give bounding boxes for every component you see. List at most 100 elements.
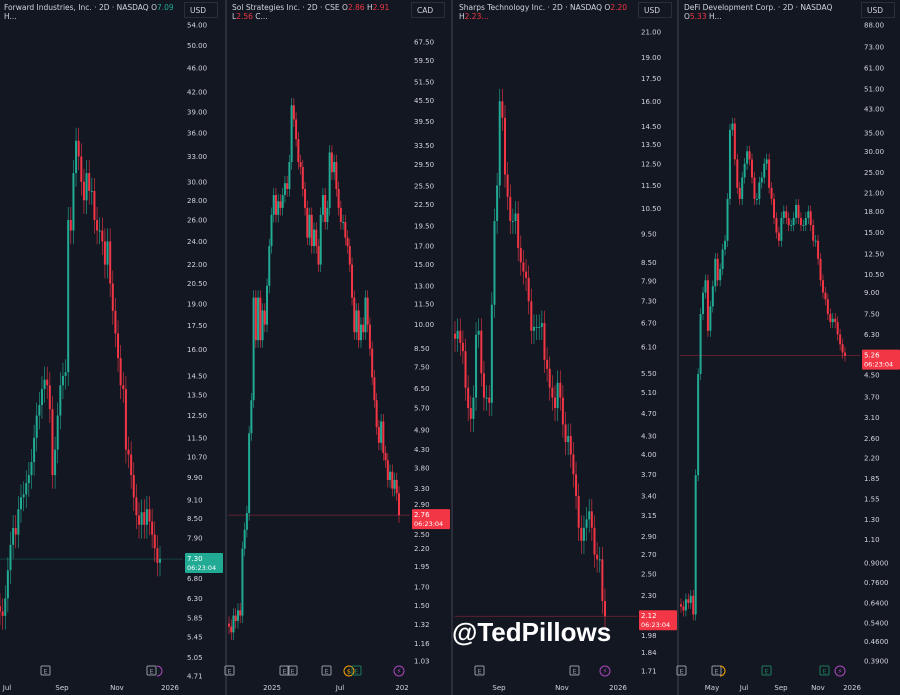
earnings-event-icon[interactable]: E <box>761 665 772 676</box>
y-tick-label: 25.00 <box>864 169 884 177</box>
candle-body <box>498 101 501 186</box>
legend-low-value: 2.56 <box>236 12 253 21</box>
legend-high-label: H <box>366 3 373 12</box>
earnings-event-icon[interactable] <box>156 665 163 677</box>
split-event-icon[interactable]: ⚡ <box>393 665 405 677</box>
currency-button[interactable]: USD <box>638 2 672 18</box>
candle <box>532 314 535 344</box>
svg-text:E: E <box>324 668 328 676</box>
candle-body <box>834 318 837 323</box>
symbol-legend[interactable]: Forward Industries, Inc. · 2D · NASDAQ O… <box>4 3 178 21</box>
chart-panel-3[interactable]: 21.00 19.00 17.50 16.00 14.50 13.50 12.50 11.50… <box>454 29 677 693</box>
candle <box>743 157 746 184</box>
y-tick-label: 2.20 <box>414 545 430 553</box>
candle-body <box>148 509 151 522</box>
candle <box>274 187 277 223</box>
currency-button[interactable]: USD <box>184 2 218 18</box>
candle <box>807 205 810 224</box>
candle <box>596 542 599 573</box>
candle <box>741 171 744 205</box>
legend-low-label: L <box>232 12 237 21</box>
y-tick-label: 30.00 <box>864 148 884 156</box>
candle-body <box>697 373 700 476</box>
candle-body <box>373 377 376 401</box>
y-tick-label: 8.50 <box>641 259 657 267</box>
candle-body <box>799 217 802 226</box>
y-tick-label: 9.00 <box>864 289 880 297</box>
x-tick-label: 202 <box>395 684 408 692</box>
chart-panel-4[interactable]: 88.00 73.00 61.00 51.00 43.00 35.00 30.00 25.00… <box>676 22 900 693</box>
candle-body <box>702 292 705 315</box>
y-tick-label: 7.90 <box>187 534 203 542</box>
legend-open-value: 7.09 <box>157 3 174 12</box>
candle-body <box>25 483 28 495</box>
legend-more: H... <box>709 12 722 21</box>
y-tick-label: 18.00 <box>864 208 884 216</box>
symbol-legend[interactable]: DeFi Development Corp. · 2D · NASDAQ O5.… <box>684 3 855 21</box>
earnings-event-icon[interactable]: E <box>711 665 722 676</box>
earnings-event-icon[interactable]: E <box>40 665 51 676</box>
candle-body <box>274 195 277 215</box>
y-tick-label: 7.50 <box>864 311 880 319</box>
candle-body <box>711 286 714 307</box>
candle-body <box>292 105 295 120</box>
candle-body <box>119 358 122 386</box>
svg-text:$: $ <box>347 668 351 676</box>
last-price-value: 7.30 <box>187 555 203 563</box>
earnings-event-icon[interactable]: E <box>146 665 157 676</box>
earnings-event-icon[interactable]: E <box>224 665 235 676</box>
candle <box>64 359 67 390</box>
x-tick-label: Sep <box>774 684 788 692</box>
candle <box>567 423 570 456</box>
candle-body <box>821 280 824 293</box>
candle <box>382 414 385 461</box>
currency-button[interactable]: USD <box>861 2 895 18</box>
earnings-event-icon[interactable]: E <box>279 665 290 676</box>
candle <box>809 205 812 232</box>
currency-button[interactable]: CAD <box>411 2 445 18</box>
chart-panel-2[interactable]: 67.50 59.50 51.50 45.50 39.50 33.50 29.50 25.50… <box>224 39 450 693</box>
dividend-event-icon[interactable] <box>719 665 726 677</box>
candle <box>330 145 333 180</box>
candle-body <box>590 511 593 528</box>
candle-body <box>384 452 387 461</box>
y-tick-label: 6.10 <box>641 343 657 351</box>
y-tick-label: 73.00 <box>864 43 884 51</box>
y-tick-label: 9.10 <box>187 497 203 505</box>
legend-open-label: O <box>341 3 348 12</box>
candle-body <box>459 330 462 343</box>
candle <box>488 385 491 416</box>
split-event-icon[interactable]: ⚡ <box>599 665 611 677</box>
svg-text:E: E <box>572 668 576 676</box>
candle <box>272 187 275 223</box>
candle-body <box>699 314 702 374</box>
earnings-event-icon[interactable]: E <box>287 665 298 676</box>
y-tick-label: 17.50 <box>187 322 207 330</box>
earnings-event-icon[interactable]: E <box>474 665 485 676</box>
earnings-event-icon[interactable]: E <box>321 665 332 676</box>
symbol-legend[interactable]: Sol Strategies Inc. · 2D · CSE O2.86 H2.… <box>232 3 405 21</box>
candle-body <box>758 182 761 199</box>
earnings-event-icon[interactable]: E <box>676 665 687 676</box>
split-event-icon[interactable]: ⚡ <box>834 665 846 677</box>
candle-body <box>313 229 315 247</box>
earnings-event-icon[interactable]: E <box>569 665 580 676</box>
candle-body <box>469 408 472 419</box>
symbol-legend[interactable]: Sharps Technology Inc. · 2D · NASDAQ O2.… <box>459 3 632 21</box>
candle-body <box>82 181 85 201</box>
earnings-event-icon[interactable]: E <box>819 665 830 676</box>
last-price-badge <box>639 610 677 631</box>
candle <box>391 464 394 497</box>
y-tick-label: 17.00 <box>414 243 434 251</box>
chart-panel-1[interactable]: 54.00 50.00 46.00 42.00 39.00 36.00 33.00 30.00… <box>0 22 223 693</box>
candle-body <box>40 389 43 406</box>
candle <box>130 441 133 489</box>
candle <box>773 193 776 224</box>
dividend-event-icon[interactable]: $ <box>343 665 355 677</box>
candle-body <box>802 225 805 227</box>
y-tick-label: 5.10 <box>641 389 657 397</box>
bar-countdown: 06:23:04 <box>641 621 670 629</box>
earnings-event-icon[interactable]: E <box>351 665 362 676</box>
y-tick-label: 7.30 <box>641 298 657 306</box>
y-tick-label: 1.71 <box>641 668 657 676</box>
